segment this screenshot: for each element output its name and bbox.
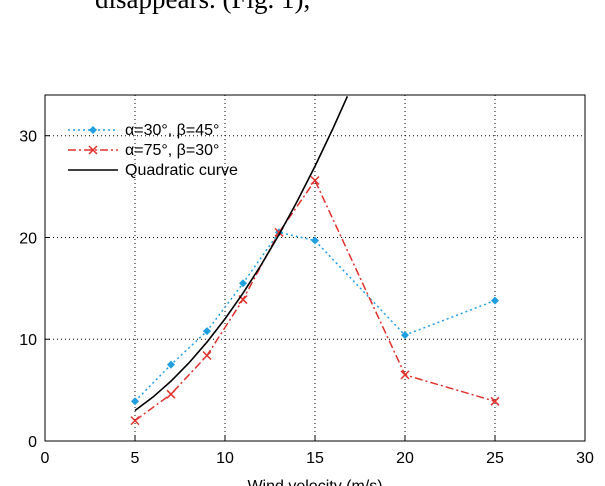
marker xyxy=(491,296,499,305)
x-tick-label: 20 xyxy=(396,450,414,467)
y-tick-label: 10 xyxy=(19,332,37,349)
marker xyxy=(239,279,247,288)
y-tick-label: 30 xyxy=(19,129,37,146)
y-tick-label: 0 xyxy=(28,434,37,451)
marker xyxy=(400,370,410,380)
plot-frame xyxy=(44,94,586,442)
series-line xyxy=(134,178,496,422)
x-axis-label: Wind velocity (m/s) xyxy=(247,478,382,486)
marker xyxy=(202,350,212,361)
legend-label: Quadratic curve xyxy=(125,162,238,179)
body-text: disappears. (Fig. 1), xyxy=(95,0,310,14)
marker xyxy=(203,327,211,336)
marker xyxy=(311,236,319,245)
marker xyxy=(167,360,175,369)
x-tick-label: 0 xyxy=(41,450,50,467)
x-tick-label: 5 xyxy=(131,450,140,467)
legend-marker xyxy=(88,145,98,155)
marker xyxy=(130,416,140,426)
x-tick-label: 25 xyxy=(486,450,504,467)
legend-label: α=30°, β=45° xyxy=(125,122,219,139)
series-line xyxy=(134,95,349,412)
marker xyxy=(166,389,176,399)
marker xyxy=(490,396,500,406)
legend-label: α=75°, β=30° xyxy=(125,142,219,159)
x-tick-label: 15 xyxy=(306,450,324,467)
marker xyxy=(310,175,320,186)
x-tick-label: 10 xyxy=(216,450,234,467)
x-tick-label: 30 xyxy=(576,450,594,467)
marker xyxy=(401,331,409,340)
legend-marker xyxy=(89,126,97,134)
y-tick-label: 20 xyxy=(19,230,37,247)
marker xyxy=(131,397,139,406)
series-line xyxy=(134,231,496,402)
